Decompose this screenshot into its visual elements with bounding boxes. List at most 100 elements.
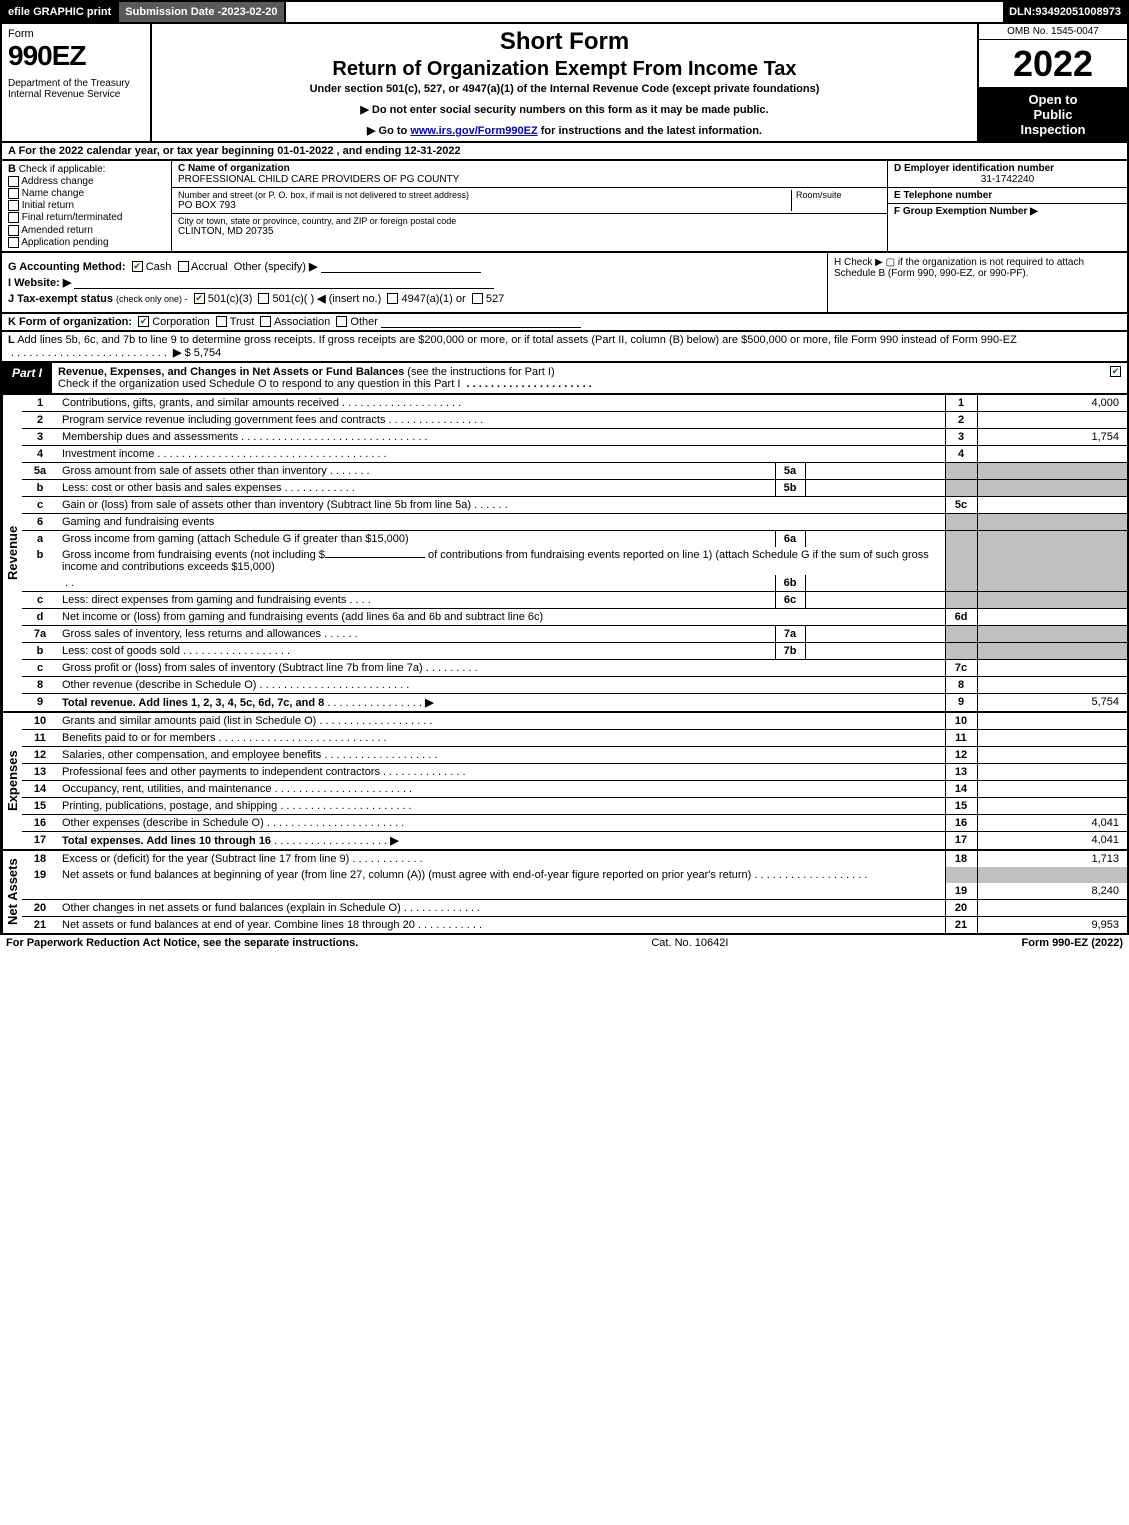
table-row: 16Other expenses (describe in Schedule O… (22, 814, 1127, 831)
table-row: 10Grants and similar amounts paid (list … (22, 713, 1127, 730)
cb-association[interactable] (260, 316, 271, 327)
table-row: cLess: direct expenses from gaming and f… (22, 591, 1127, 608)
line-7b-subval (805, 642, 945, 659)
table-row: . .6b (22, 575, 1127, 592)
netassets-table: 18Excess or (deficit) for the year (Subt… (22, 851, 1127, 933)
b-title: B (8, 163, 16, 175)
footer-formref: Form 990-EZ (2022) (1022, 937, 1124, 949)
page-footer: For Paperwork Reduction Act Notice, see … (0, 935, 1129, 951)
cb-501c3[interactable] (194, 293, 205, 304)
telephone-label: E Telephone number (894, 190, 1121, 201)
table-row: 4Investment income . . . . . . . . . . .… (22, 445, 1127, 462)
line-1-value: 4,000 (977, 395, 1127, 412)
cb-cash[interactable] (132, 261, 143, 272)
line-9-value: 5,754 (977, 693, 1127, 711)
l-amount: $ 5,754 (185, 347, 222, 359)
arrow-icon: ▶ (425, 697, 433, 709)
table-row: 20Other changes in net assets or fund ba… (22, 899, 1127, 916)
h-label: H (834, 257, 841, 268)
table-row: 1Contributions, gifts, grants, and simil… (22, 395, 1127, 412)
group-exemption-row: F Group Exemption Number ▶ (888, 204, 1127, 251)
table-row: 17Total expenses. Add lines 10 through 1… (22, 831, 1127, 849)
cb-name-change[interactable]: Name change (8, 188, 165, 199)
line-6b-subval (805, 575, 945, 592)
table-row: 14Occupancy, rent, utilities, and mainte… (22, 780, 1127, 797)
line-g: G Accounting Method: Cash Accrual Other … (8, 260, 821, 273)
org-name-row: C Name of organization PROFESSIONAL CHIL… (172, 161, 887, 188)
cb-527[interactable] (472, 293, 483, 304)
cb-application-pending[interactable]: Application pending (8, 237, 165, 248)
irs-link[interactable]: www.irs.gov/Form990EZ (410, 125, 537, 137)
table-row: 198,240 (22, 883, 1127, 900)
dln-label: DLN: (1009, 6, 1035, 18)
g-other-input[interactable] (321, 272, 481, 273)
department-label: Department of the Treasury Internal Reve… (8, 78, 144, 100)
line-a: A For the 2022 calendar year, or tax yea… (0, 143, 1129, 161)
line-h: H Check ▶ ▢ if the organization is not r… (827, 253, 1127, 312)
line-11-value (977, 729, 1127, 746)
street-label: Number and street (or P. O. box, if mail… (178, 190, 785, 200)
arrow-icon: ▶ (1030, 206, 1038, 217)
footer-catno: Cat. No. 10642I (358, 937, 1021, 949)
cb-trust[interactable] (216, 316, 227, 327)
table-row: bLess: cost or other basis and sales exp… (22, 479, 1127, 496)
cb-501c[interactable] (258, 293, 269, 304)
table-row: 8Other revenue (describe in Schedule O) … (22, 676, 1127, 693)
ghij-block: G Accounting Method: Cash Accrual Other … (0, 253, 1129, 314)
dln: DLN: 93492051008973 (1003, 2, 1127, 22)
k-other-input[interactable] (381, 327, 581, 328)
open-line3: Inspection (981, 122, 1125, 137)
note-ssn: ▶ Do not enter social security numbers o… (156, 103, 973, 116)
tax-year: 2022 (979, 40, 1127, 88)
note-goto-post: for instructions and the latest informat… (541, 125, 762, 137)
table-row: 7aGross sales of inventory, less returns… (22, 625, 1127, 642)
line-7a-subval (805, 625, 945, 642)
line-6a-subval (805, 530, 945, 547)
form-header: Form 990EZ Department of the Treasury In… (0, 22, 1129, 143)
line-15-value (977, 797, 1127, 814)
line-4-value (977, 445, 1127, 462)
cb-amended-return[interactable]: Amended return (8, 225, 165, 236)
cb-final-return[interactable]: Final return/terminated (8, 212, 165, 223)
open-to-public: Open to Public Inspection (979, 88, 1127, 141)
table-row: cGain or (loss) from sale of assets othe… (22, 496, 1127, 513)
form-number: 990EZ (8, 40, 144, 72)
cb-initial-return[interactable]: Initial return (8, 200, 165, 211)
table-row: 21Net assets or fund balances at end of … (22, 916, 1127, 933)
table-row: 12Salaries, other compensation, and empl… (22, 746, 1127, 763)
line-j: J Tax-exempt status (check only one) - 5… (8, 292, 821, 305)
cb-other[interactable] (336, 316, 347, 327)
website-input[interactable] (74, 288, 494, 289)
cb-address-change[interactable]: Address change (8, 176, 165, 187)
omb-number: OMB No. 1545-0047 (979, 24, 1127, 40)
table-row: 3Membership dues and assessments . . . .… (22, 428, 1127, 445)
arrow-icon: ▶ (309, 261, 317, 273)
line-16-value: 4,041 (977, 814, 1127, 831)
line-18-value: 1,713 (977, 851, 1127, 867)
part-i-checkbox[interactable] (1104, 363, 1127, 393)
table-row: 11Benefits paid to or for members . . . … (22, 729, 1127, 746)
topbar-spacer (286, 2, 1004, 22)
line-6c-subval (805, 591, 945, 608)
city-value: CLINTON, MD 20735 (178, 226, 881, 237)
line-6b-amount-input[interactable] (325, 557, 425, 558)
cb-accrual[interactable] (178, 261, 189, 272)
cb-corporation[interactable] (138, 316, 149, 327)
line-i: I Website: ▶ (8, 276, 821, 289)
org-name-value: PROFESSIONAL CHILD CARE PROVIDERS OF PG … (178, 174, 881, 185)
footer-left: For Paperwork Reduction Act Notice, see … (6, 937, 358, 949)
line-8-value (977, 676, 1127, 693)
table-row: dNet income or (loss) from gaming and fu… (22, 608, 1127, 625)
line-2-value (977, 411, 1127, 428)
arrow-left-icon: ◀ (317, 293, 325, 305)
ein-value: 31-1742240 (894, 174, 1121, 185)
cb-4947[interactable] (387, 293, 398, 304)
part-i-check-text: Check if the organization used Schedule … (58, 378, 460, 390)
section-def: D Employer identification number 31-1742… (887, 161, 1127, 251)
line-3-value: 1,754 (977, 428, 1127, 445)
table-row: 9Total revenue. Add lines 1, 2, 3, 4, 5c… (22, 693, 1127, 711)
table-row: bGross income from fundraising events (n… (22, 547, 1127, 575)
part-i-header: Part I Revenue, Expenses, and Changes in… (0, 363, 1129, 395)
i-label: I Website: (8, 277, 60, 289)
street-value: PO BOX 793 (178, 200, 791, 211)
